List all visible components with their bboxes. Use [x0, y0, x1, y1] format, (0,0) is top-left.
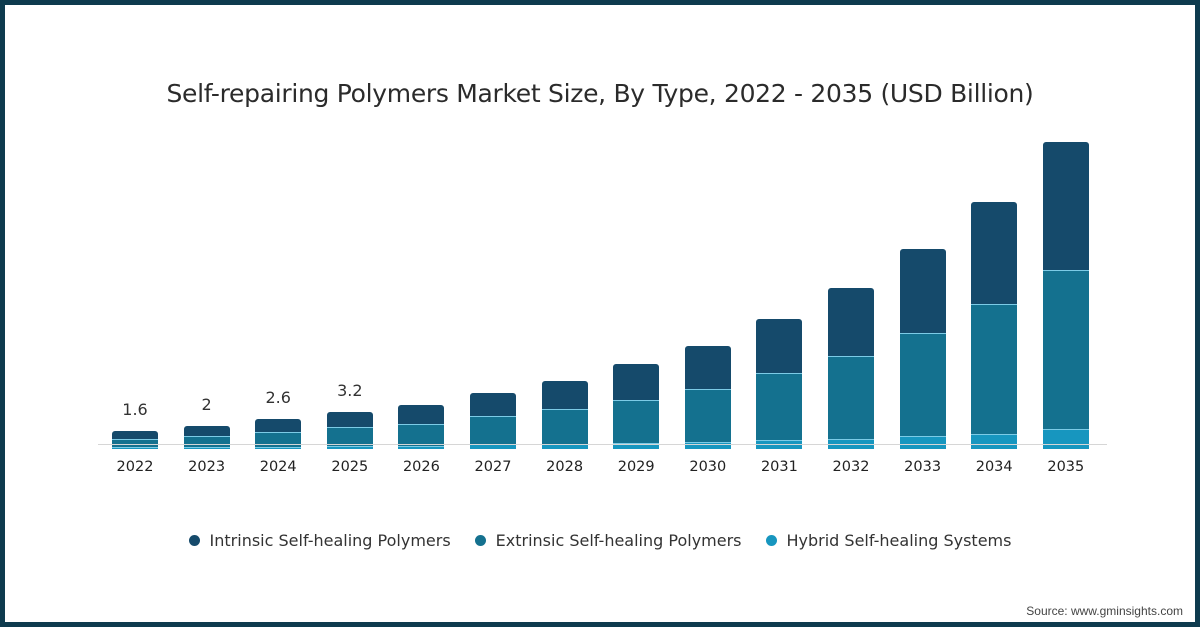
segment-intrinsic[interactable] [255, 419, 302, 432]
segment-intrinsic[interactable] [828, 288, 874, 356]
segment-intrinsic[interactable] [899, 248, 946, 333]
legend-label: Hybrid Self-healing Systems [786, 531, 1012, 550]
bar-2032[interactable] [828, 288, 874, 449]
value-label: 2.6 [265, 388, 291, 408]
legend-dot-icon [474, 535, 486, 546]
segment-intrinsic[interactable] [112, 430, 158, 439]
segment-intrinsic[interactable] [398, 405, 445, 424]
segment-extrinsic[interactable] [1042, 269, 1089, 430]
bar-2025[interactable] [326, 412, 373, 449]
x-tick-label: 2022 [116, 459, 154, 475]
legend-item-intrinsic[interactable]: Intrinsic Self-healing Polymers [188, 531, 451, 550]
segment-hybrid[interactable] [255, 446, 302, 449]
legend: Intrinsic Self-healing Polymers Extrinsi… [5, 531, 1195, 550]
legend-label: Extrinsic Self-healing Polymers [495, 531, 742, 550]
x-tick-label: 2032 [832, 459, 870, 475]
bar-2030[interactable] [684, 345, 731, 449]
value-label: 1.6 [122, 399, 148, 419]
segment-hybrid[interactable] [828, 438, 874, 449]
segment-hybrid[interactable] [326, 445, 373, 449]
x-tick-label: 2035 [1047, 459, 1085, 475]
plot-area: 1.6 2 2.6 3.2 [98, 5, 1107, 449]
segment-intrinsic[interactable] [326, 412, 373, 428]
segment-extrinsic[interactable] [470, 415, 516, 445]
segment-hybrid[interactable] [684, 442, 731, 449]
segment-extrinsic[interactable] [541, 408, 588, 445]
segment-intrinsic[interactable] [541, 381, 588, 409]
segment-hybrid[interactable] [971, 434, 1018, 449]
legend-item-hybrid[interactable]: Hybrid Self-healing Systems [765, 531, 1012, 550]
segment-intrinsic[interactable] [684, 345, 731, 390]
x-tick-label: 2029 [617, 459, 655, 475]
x-tick-label: 2023 [188, 459, 226, 475]
legend-item-extrinsic[interactable]: Extrinsic Self-healing Polymers [474, 531, 742, 550]
segment-extrinsic[interactable] [613, 399, 660, 444]
segment-hybrid[interactable] [1042, 429, 1089, 449]
x-tick-label: 2030 [689, 459, 727, 475]
bar-2029[interactable] [613, 363, 660, 449]
bar-2031[interactable] [756, 319, 803, 449]
legend-dot-icon [188, 535, 200, 546]
legend-label: Intrinsic Self-healing Polymers [209, 531, 451, 550]
segment-extrinsic[interactable] [112, 438, 158, 447]
bar-2028[interactable] [541, 381, 588, 449]
segment-extrinsic[interactable] [684, 389, 731, 443]
bar-2033[interactable] [899, 248, 946, 449]
bar-2034[interactable] [971, 201, 1018, 449]
value-label: 3.2 [337, 381, 363, 401]
x-tick-label: 2033 [904, 459, 942, 475]
segment-intrinsic[interactable] [756, 319, 803, 374]
segment-extrinsic[interactable] [756, 373, 803, 440]
segment-hybrid[interactable] [183, 446, 230, 449]
x-tick-label: 2025 [331, 459, 369, 475]
source-credit: Source: www.gminsights.com [1026, 604, 1183, 618]
x-tick-label: 2031 [760, 459, 798, 475]
legend-dot-icon [765, 535, 777, 546]
segment-hybrid[interactable] [899, 436, 946, 449]
segment-extrinsic[interactable] [326, 427, 373, 446]
chart-title: Self-repairing Polymers Market Size, By … [166, 79, 1034, 108]
segment-intrinsic[interactable] [470, 392, 516, 416]
x-tick-label: 2024 [259, 459, 297, 475]
segment-intrinsic[interactable] [1042, 141, 1089, 270]
bar-2027[interactable] [470, 392, 516, 449]
segment-hybrid[interactable] [470, 444, 516, 449]
segment-extrinsic[interactable] [398, 423, 445, 446]
segment-hybrid[interactable] [541, 444, 588, 449]
value-label: 2 [201, 395, 212, 414]
x-tick-label: 2028 [546, 459, 584, 475]
x-tick-label: 2027 [474, 459, 512, 475]
segment-hybrid[interactable] [613, 443, 660, 449]
x-axis-line [98, 444, 1107, 445]
segment-extrinsic[interactable] [828, 355, 874, 439]
segment-intrinsic[interactable] [183, 426, 230, 437]
bar-2035[interactable] [1042, 141, 1089, 449]
bar-2026[interactable] [398, 405, 445, 449]
segment-extrinsic[interactable] [971, 304, 1018, 435]
segment-extrinsic[interactable] [899, 332, 946, 437]
bar-2022[interactable] [112, 430, 158, 449]
segment-intrinsic[interactable] [613, 363, 660, 400]
segment-hybrid[interactable] [398, 445, 445, 449]
segment-hybrid[interactable] [112, 446, 158, 449]
bar-2024[interactable] [255, 419, 302, 449]
bar-2023[interactable] [183, 426, 230, 449]
segment-extrinsic[interactable] [183, 436, 230, 447]
segment-extrinsic[interactable] [255, 431, 302, 447]
x-tick-label: 2034 [975, 459, 1013, 475]
x-tick-label: 2026 [402, 459, 440, 475]
segment-intrinsic[interactable] [971, 201, 1018, 305]
